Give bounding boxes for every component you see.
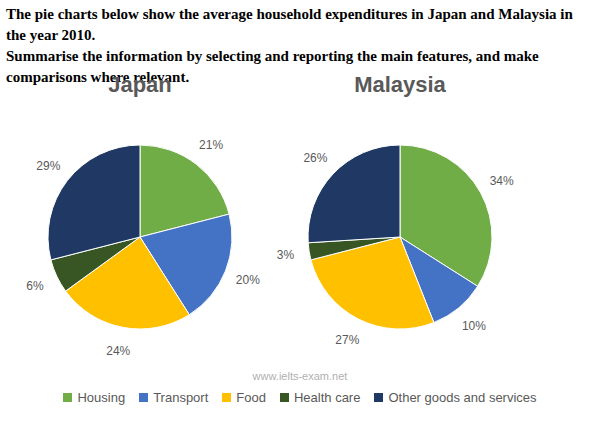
html-text:Housing: Housing [77, 390, 126, 405]
html-text:Summarise the information by s: Summarise the information by selecting a… [6, 48, 539, 85]
html-text:Transport: Transport [153, 390, 209, 405]
html-text:www.ielts-exam.net: www.ielts-exam.net [252, 370, 348, 382]
svg-text:29%: 29% [36, 159, 60, 173]
html-text:Japan: Japan [108, 72, 172, 97]
svg-text:20%: 20% [236, 273, 260, 287]
html-text:Malaysia: Malaysia [354, 72, 446, 97]
svg-text:21%: 21% [199, 138, 223, 152]
svg-text:34%: 34% [490, 174, 514, 188]
html-text:Health care: Health care [293, 390, 361, 405]
svg-text:27%: 27% [335, 333, 359, 347]
html-text:The pie charts below show the: The pie charts below show the average ho… [6, 6, 573, 43]
svg-text:6%: 6% [26, 279, 44, 293]
svg-text:26%: 26% [303, 151, 327, 165]
svg-text:10%: 10% [462, 319, 486, 333]
svg-text:24%: 24% [106, 344, 130, 358]
svg-text:3%: 3% [277, 248, 295, 262]
html-text:Other goods and services: Other goods and services [388, 390, 537, 405]
html-text:Food: Food [236, 390, 266, 405]
